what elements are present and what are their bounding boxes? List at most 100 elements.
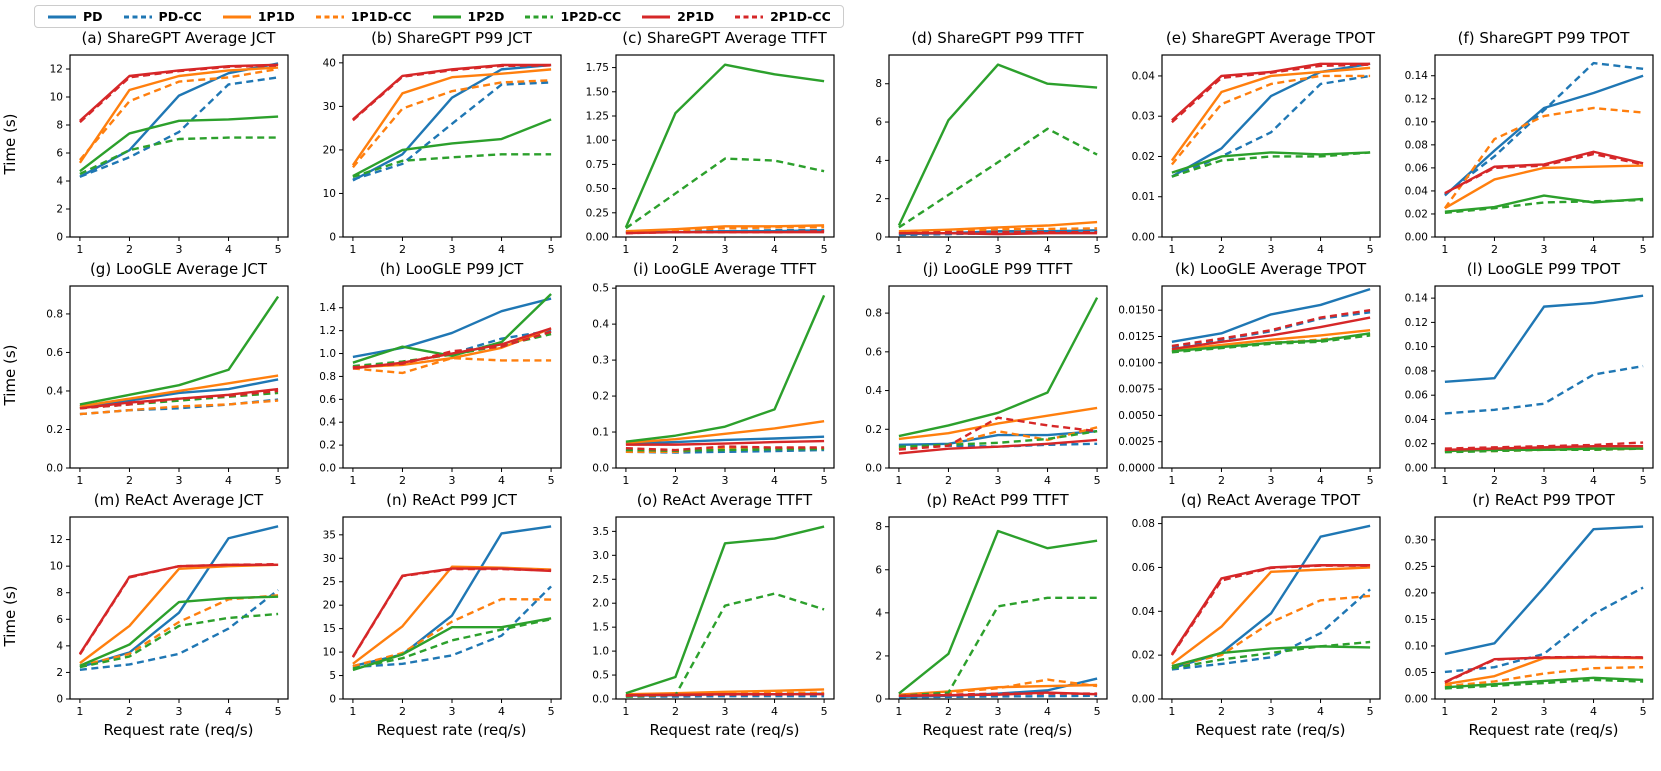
series-line-1P2D-CC bbox=[898, 127, 1098, 229]
x-tick-label: 4 bbox=[1044, 243, 1051, 256]
y-axis-label: Time (s) bbox=[1, 113, 19, 174]
x-tick-label: 2 bbox=[126, 705, 133, 718]
subplot-canvas-j: 0.0 0.2 0.4 0.6 0.8 1 2 3 4 5 bbox=[865, 285, 1108, 487]
y-tick-label: 0.50 bbox=[586, 183, 609, 195]
y-tick-label: 1.2 bbox=[319, 325, 336, 337]
x-tick-label: 4 bbox=[1317, 474, 1324, 487]
series-line-PD bbox=[352, 297, 552, 359]
x-tick-label: 4 bbox=[771, 243, 778, 256]
subplot-canvas-l: 0.00 0.02 0.04 0.06 0.08 0.10 0.12 0.14 1 2 3 4 5 bbox=[1405, 285, 1654, 487]
y-tick-label: 0.0150 bbox=[1118, 305, 1155, 317]
x-tick-label: 3 bbox=[1268, 705, 1275, 718]
subplot-title: (m) ReAct Average JCT bbox=[93, 491, 264, 509]
y-tick-label: 25 bbox=[323, 576, 336, 588]
x-tick-label: 2 bbox=[1218, 705, 1225, 718]
series-line-PD-CC bbox=[352, 81, 552, 181]
axes-box bbox=[1161, 516, 1381, 700]
series-line-1P2D bbox=[352, 617, 552, 672]
axes-box bbox=[342, 285, 562, 469]
series-line-PD-CC bbox=[1444, 364, 1644, 415]
series-line-1P1D bbox=[1171, 328, 1371, 352]
y-axis-label: Time (s) bbox=[1, 344, 19, 405]
series-line-1P2D bbox=[898, 529, 1098, 695]
x-tick-label: 4 bbox=[1044, 474, 1051, 487]
subplot-canvas-q: 0.00 0.02 0.04 0.06 0.08 1 2 3 4 5 bbox=[1132, 516, 1381, 718]
y-tick-label: 0.00 bbox=[586, 232, 609, 244]
y-tick-label: 40 bbox=[323, 57, 336, 69]
y-tick-label: 6 bbox=[875, 117, 882, 129]
subplot-canvas-r: 0.00 0.05 0.10 0.15 0.20 0.25 0.30 1 2 3 4 5 bbox=[1405, 516, 1654, 718]
subplot-title: (b) ShareGPT P99 JCT bbox=[371, 29, 532, 47]
series-line-1P2D bbox=[897, 63, 1098, 227]
series-line-2P1D-CC bbox=[1444, 152, 1644, 195]
subplot-f: (f) ShareGPT P99 TPOT 0.00 0.02 0.04 0.06 0.… bbox=[1385, 28, 1658, 259]
x-tick-label: 4 bbox=[771, 705, 778, 718]
y-tick-label: 4 bbox=[56, 640, 63, 652]
axes-box bbox=[1434, 285, 1654, 469]
series-line-1P1D bbox=[1171, 566, 1371, 665]
x-tick-label: 5 bbox=[1367, 243, 1374, 256]
y-tick-label: 0.0 bbox=[865, 463, 882, 475]
legend-label: 1P2D bbox=[467, 9, 505, 24]
series-line-1P1D-CC bbox=[79, 399, 279, 416]
series-line-1P1D bbox=[625, 688, 825, 696]
y-tick-label: 0.0 bbox=[592, 463, 609, 475]
y-tick-label: 0.08 bbox=[1132, 518, 1155, 530]
series-line-1P2D-CC bbox=[79, 136, 279, 176]
y-tick-label: 0.10 bbox=[1405, 341, 1428, 353]
series-line-1P2D bbox=[352, 118, 552, 178]
x-tick-label: 5 bbox=[821, 243, 828, 256]
series-line-1P2D-CC bbox=[1171, 151, 1371, 178]
subplot-canvas-d: 0 2 4 6 8 1 2 3 4 5 bbox=[875, 54, 1108, 256]
series-line-1P2D bbox=[898, 297, 1099, 438]
y-tick-label: 0.5 bbox=[592, 670, 609, 682]
legend-line-swatch-icon bbox=[222, 15, 251, 18]
y-tick-label: 3.0 bbox=[592, 550, 609, 562]
row-cells: (a) ShareGPT Average JCT 0 2 4 6 8 10 12 1 2 3 4 5 … bbox=[20, 28, 1658, 259]
y-tick-label: 0 bbox=[875, 232, 882, 244]
y-tick-label: 30 bbox=[323, 101, 336, 113]
x-tick-label: 2 bbox=[126, 474, 133, 487]
series-line-2P1D bbox=[352, 327, 552, 370]
y-tick-label: 2 bbox=[875, 193, 882, 205]
y-tick-label: 0.0100 bbox=[1118, 357, 1155, 369]
series-line-1P2D-CC bbox=[1171, 334, 1371, 354]
y-tick-label: 4 bbox=[875, 607, 882, 619]
x-tick-label: 2 bbox=[399, 705, 406, 718]
x-tick-label: 5 bbox=[821, 474, 828, 487]
series-line-PD bbox=[1171, 288, 1371, 343]
series-line-PD bbox=[625, 435, 825, 445]
legend-label: 2P1D bbox=[677, 9, 715, 24]
series-line-1P2D-CC bbox=[898, 596, 1098, 697]
y-tick-label: 10 bbox=[50, 92, 63, 104]
series-line-1P2D bbox=[625, 294, 826, 443]
y-tick-label: 0.04 bbox=[1405, 185, 1429, 197]
series-line-PD-CC bbox=[625, 448, 825, 454]
x-tick-label: 4 bbox=[1590, 474, 1597, 487]
y-tick-label: 0.0 bbox=[46, 463, 63, 475]
y-tick-label: 1.50 bbox=[586, 86, 609, 98]
series-line-1P1D bbox=[898, 406, 1098, 441]
series-line-1P1D-CC bbox=[79, 594, 279, 667]
x-tick-label: 1 bbox=[1441, 705, 1448, 718]
x-tick-label: 2 bbox=[1491, 705, 1498, 718]
subplot-j: (j) LooGLE P99 TTFT 0.0 0.2 0.4 0.6 0.8 1 2 3 4 5 bbox=[839, 259, 1112, 490]
series-line-PD bbox=[1444, 294, 1644, 384]
x-tick-label: 4 bbox=[225, 243, 232, 256]
y-tick-label: 1.5 bbox=[592, 622, 609, 634]
series-line-1P1D-CC bbox=[352, 597, 552, 668]
series-line-1P2D-CC bbox=[625, 157, 825, 230]
subplot-c: (c) ShareGPT Average TTFT 0.00 0.25 0.50 0.… bbox=[566, 28, 839, 259]
series-line-1P2D-CC bbox=[898, 430, 1098, 448]
x-axis-label: Request rate (req/s) bbox=[1195, 721, 1346, 739]
y-tick-label: 0.04 bbox=[1132, 606, 1156, 618]
series-line-2P1D-CC bbox=[352, 64, 552, 122]
subplot-o: (o) ReAct Average TTFT 0.0 0.5 1.0 1.5 2.0 2.… bbox=[566, 490, 839, 742]
y-tick-label: 0.2 bbox=[319, 440, 336, 452]
x-tick-label: 1 bbox=[349, 705, 356, 718]
x-axis-label: Request rate (req/s) bbox=[649, 721, 800, 739]
x-axis-label: Request rate (req/s) bbox=[1468, 721, 1619, 739]
legend-label: PD bbox=[83, 9, 103, 24]
x-tick-label: 3 bbox=[995, 705, 1002, 718]
